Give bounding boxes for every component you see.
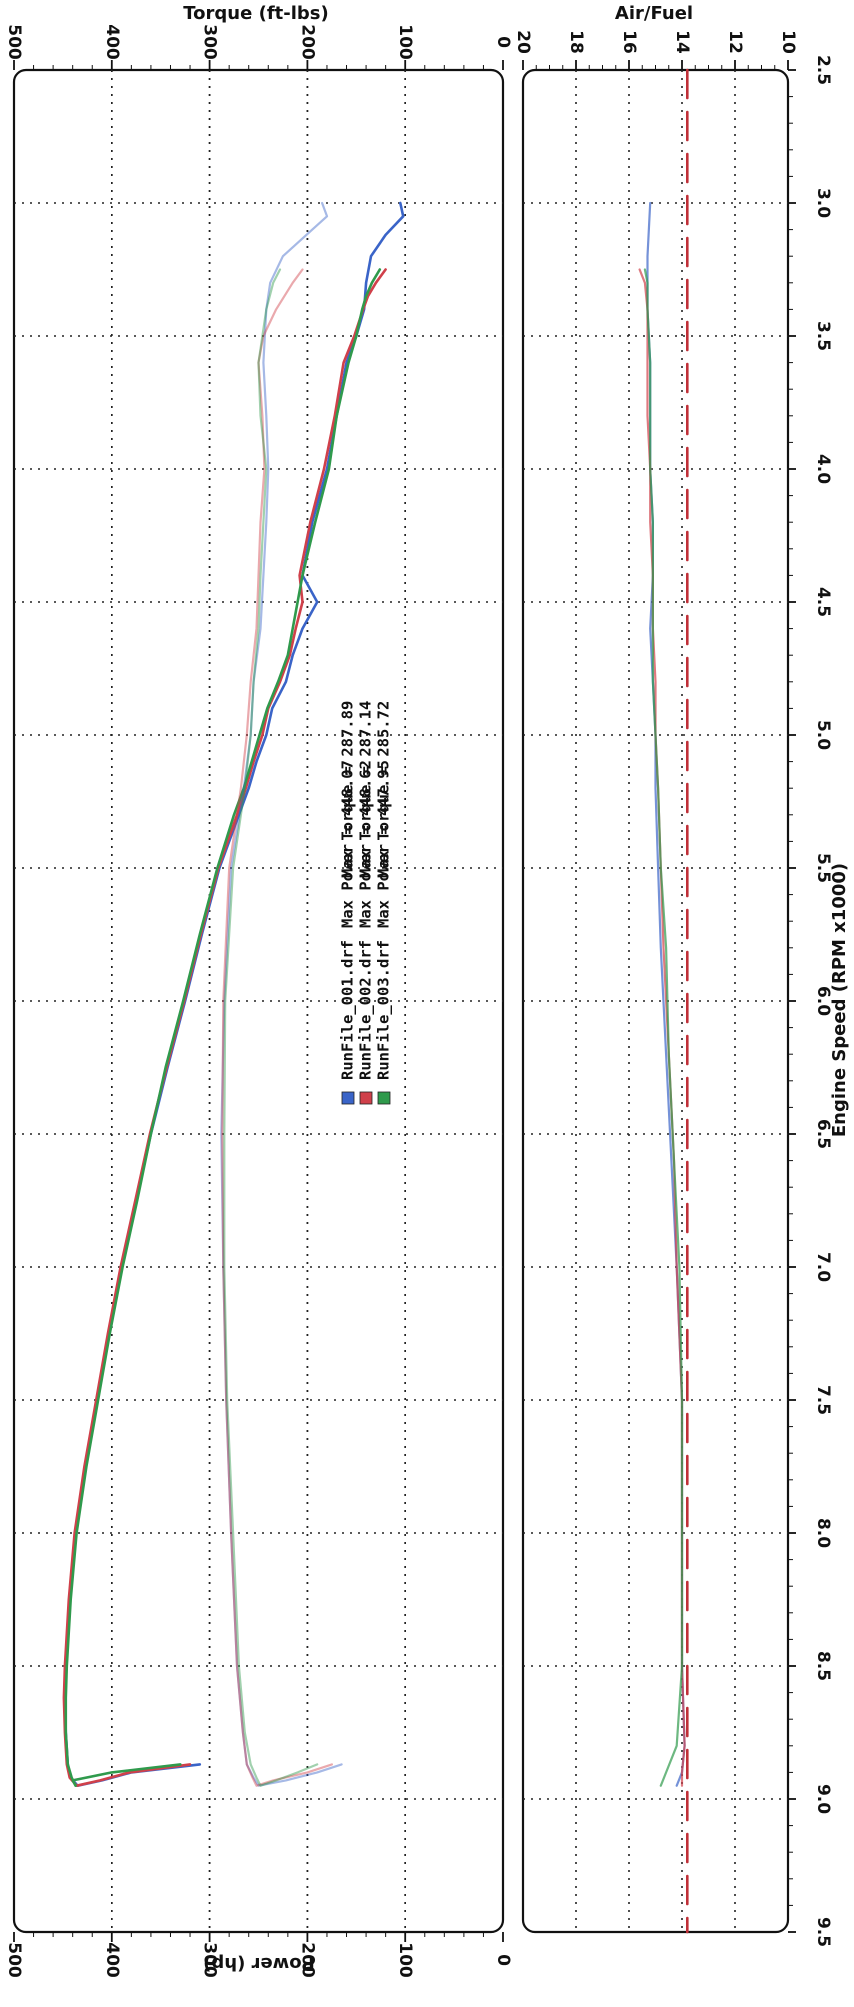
- power-tick-label: 400: [102, 1942, 122, 1978]
- legend-swatch: [377, 1091, 391, 1105]
- legend-power-label: Max Power = 447.95: [375, 760, 393, 928]
- air-fuel-series: [638, 68, 689, 1934]
- rpm-tick-label: 4.5: [813, 587, 833, 617]
- afr-tick-label: 12: [725, 30, 745, 54]
- rpm-tick-label: 8.5: [813, 1651, 833, 1681]
- legend-swatch: [341, 1091, 355, 1105]
- afr-tick-label: 20: [513, 30, 533, 54]
- legend-torque-label: Max Torque = 287.89: [339, 701, 357, 878]
- power-tick-label: 500: [4, 1942, 24, 1978]
- afr-tick-label: 18: [566, 30, 586, 54]
- afr-tick-label: 16: [619, 30, 639, 54]
- rpm-tick-label: 5.0: [813, 720, 833, 750]
- torque-tick-label: 500: [4, 24, 24, 60]
- air-fuel-axis-title: Air/Fuel: [615, 3, 693, 24]
- rpm-tick-label: 6.0: [813, 986, 833, 1016]
- torque-tick-label: 300: [200, 24, 220, 60]
- legend-power-label: Max Power = 448.07: [339, 760, 357, 928]
- power-tick-label: 0: [493, 1954, 513, 1966]
- air-fuel-plot: 20 18 16 14 12 10: [513, 30, 798, 1934]
- rpm-tick-label: 7.5: [813, 1385, 833, 1415]
- power-tick-label: 200: [297, 1942, 317, 1978]
- axis-titles: Torque (ft-lbs) Power (hp) Air/Fuel Engi…: [183, 3, 850, 1974]
- rpm-tick-label: 6.5: [813, 1119, 833, 1149]
- afr-tick-label: 10: [778, 30, 798, 54]
- air-fuel-ticks: 20 18 16 14 12 10: [513, 30, 798, 70]
- rpm-tick-label: 9.5: [813, 1917, 833, 1947]
- rpm-tick-label: 4.0: [813, 454, 833, 484]
- torque-tick-label: 100: [395, 24, 415, 60]
- power-series-line: [64, 268, 382, 1787]
- power-axis-title: Power (hp): [203, 1953, 315, 1974]
- power-torque-plot: 0 100 200 300 400 500 0 100 200 300 400 500 RunFile…: [4, 24, 513, 1978]
- rpm-tick-label: 9.0: [813, 1784, 833, 1814]
- rpm-tick-label: 3.0: [813, 188, 833, 218]
- afr-series-line: [643, 268, 684, 1787]
- power-torque-series: [62, 201, 405, 1787]
- torque-tick-label: 200: [297, 24, 317, 60]
- legend-run-label: RunFile_001.drf: [339, 940, 357, 1080]
- legend-torque-label: Max Torque = 285.72: [375, 701, 393, 878]
- rpm-tick-label: 5.5: [813, 853, 833, 883]
- afr-tick-label: 14: [672, 30, 692, 54]
- power-torque-ticks: 0 100 200 300 400 500 0 100 200 300 400 500: [4, 24, 513, 1978]
- legend-run-label: RunFile_002.drf: [357, 940, 375, 1080]
- rpm-tick-label: 8.0: [813, 1518, 833, 1548]
- rpm-tick-label: 3.5: [813, 321, 833, 351]
- rpm-tick-label: 2.5: [813, 55, 833, 85]
- legend-power-label: Max Power = 448.62: [357, 760, 375, 928]
- torque-series-line: [221, 268, 333, 1787]
- rpm-axis-title: Engine Speed (RPM x1000): [829, 863, 850, 1137]
- rpm-tick-label: 7.0: [813, 1252, 833, 1282]
- torque-series-line: [220, 201, 343, 1787]
- legend-swatch: [359, 1091, 373, 1105]
- power-tick-label: 300: [200, 1942, 220, 1978]
- legend-run-label: RunFile_003.drf: [375, 940, 393, 1080]
- torque-tick-label: 0: [493, 36, 513, 48]
- torque-axis-title: Torque (ft-lbs): [183, 3, 328, 24]
- rpm-axis-ticks: 2.5 3.0 3.5 4.0 4.5 5.0 5.5 6.0 6.5 7.0 7.5 8.0 8.5 9…: [788, 55, 833, 1947]
- legend-torque-label: Max Torque = 287.14: [357, 701, 375, 878]
- torque-series-line: [223, 268, 319, 1787]
- power-tick-label: 100: [395, 1942, 415, 1978]
- torque-tick-label: 400: [102, 24, 122, 60]
